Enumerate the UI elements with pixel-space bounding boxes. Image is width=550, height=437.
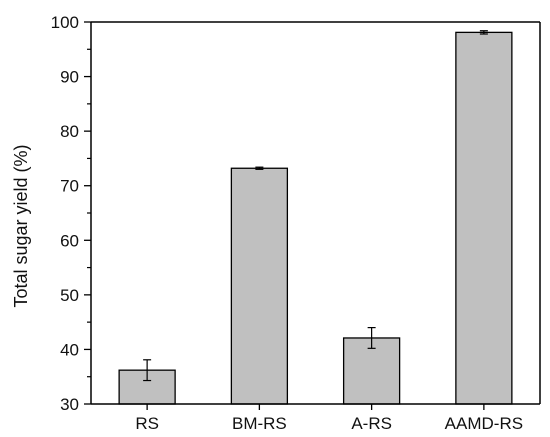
- y-tick-label: 80: [60, 122, 79, 141]
- y-axis-label: Total sugar yield (%): [11, 144, 31, 307]
- y-tick-label: 40: [60, 340, 79, 359]
- bar-aamd-rs: [455, 31, 513, 405]
- y-ticks-group: 30 40 50 60 70 80 90 100: [51, 13, 91, 414]
- error-bar-rs: [143, 359, 152, 382]
- bars-group: [118, 31, 513, 405]
- x-tick-label: BM-RS: [232, 414, 287, 433]
- error-bar-a-rs: [367, 327, 376, 349]
- bar-bm-rs: [230, 167, 289, 405]
- x-tick-label: A-RS: [351, 414, 392, 433]
- x-tick-label: RS: [135, 414, 159, 433]
- error-bar-bm-rs: [255, 166, 264, 170]
- bar-a-rs: [342, 337, 401, 405]
- y-tick-label: 30: [60, 395, 79, 414]
- y-tick-label: 50: [60, 286, 79, 305]
- error-bars-group: [143, 30, 488, 382]
- error-bar-aamd-rs: [479, 30, 488, 35]
- x-tick-label: AAMD-RS: [445, 414, 523, 433]
- y-tick-label: 90: [60, 68, 79, 87]
- y-tick-label: 100: [51, 13, 79, 32]
- y-tick-label: 60: [60, 231, 79, 250]
- x-ticks-group: RS BM-RS A-RS AAMD-RS: [135, 404, 523, 433]
- y-tick-label: 70: [60, 177, 79, 196]
